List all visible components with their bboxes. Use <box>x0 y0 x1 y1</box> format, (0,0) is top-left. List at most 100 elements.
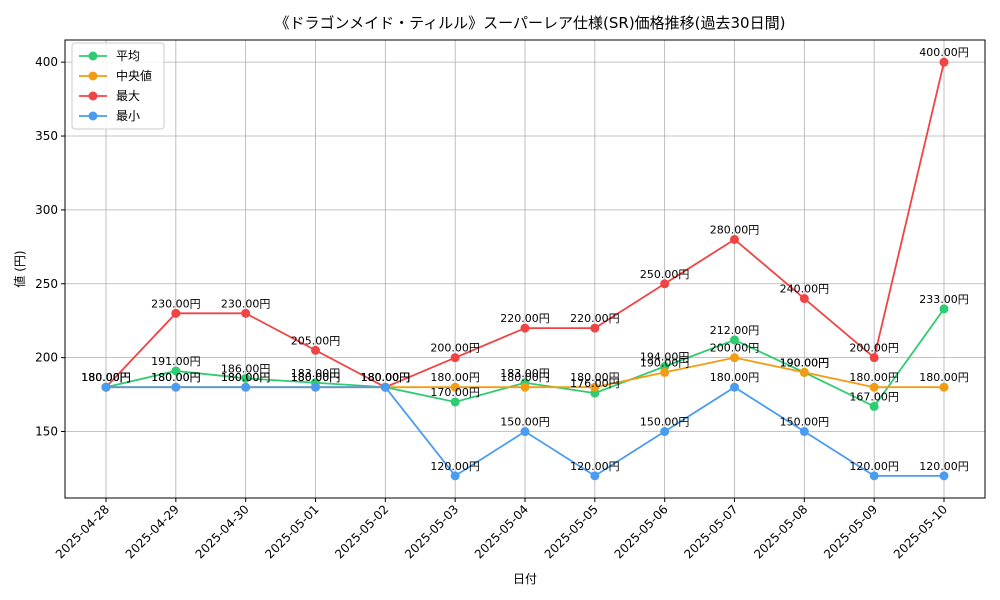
data-label: 180.00円 <box>710 371 760 384</box>
x-tick-label: 2025-04-30 <box>193 502 252 561</box>
data-label: 180.00円 <box>361 371 411 384</box>
chart-title: 《ドラゴンメイド・ティルル》スーパーレア仕様(SR)価格推移(過去30日間) <box>275 14 786 32</box>
data-label: 233.00円 <box>919 293 969 306</box>
data-point <box>450 382 460 392</box>
data-label: 180.00円 <box>291 371 341 384</box>
data-label: 150.00円 <box>640 416 690 429</box>
data-point <box>799 294 809 304</box>
x-tick-label: 2025-04-28 <box>53 502 112 561</box>
data-point <box>939 57 949 67</box>
y-axis-label: 値 (円) <box>12 250 27 287</box>
data-label: 183.00円 <box>291 367 341 380</box>
data-point <box>590 471 600 481</box>
legend-entry: 平均 <box>116 49 140 63</box>
data-label: 180.00円 <box>361 371 411 384</box>
data-label: 230.00円 <box>151 297 201 310</box>
data-point <box>171 382 181 392</box>
data-label: 190.00円 <box>640 356 690 369</box>
data-point <box>939 471 949 481</box>
y-tick-label: 150 <box>35 425 58 439</box>
data-label: 194.00円 <box>640 351 690 364</box>
data-point <box>380 382 390 392</box>
data-point <box>939 304 949 314</box>
data-label: 200.00円 <box>849 342 899 355</box>
data-point <box>939 382 949 392</box>
data-label: 180.00円 <box>151 371 201 384</box>
data-label: 190.00円 <box>780 356 830 369</box>
data-point <box>241 308 251 318</box>
legend-marker <box>88 71 98 81</box>
data-point <box>520 382 530 392</box>
data-point <box>450 353 460 363</box>
data-label: 183.00円 <box>500 367 550 380</box>
x-tick-label: 2025-05-09 <box>821 502 880 561</box>
data-label: 180.00円 <box>500 371 550 384</box>
data-point <box>660 427 670 437</box>
data-label: 200.00円 <box>430 342 480 355</box>
data-label: 190.00円 <box>780 356 830 369</box>
data-label: 180.00円 <box>291 371 341 384</box>
data-point <box>241 373 251 383</box>
y-axis-ticks: 150 200 250 300 350 400 <box>35 55 65 439</box>
x-tick-label: 2025-05-06 <box>612 502 671 561</box>
legend-entry: 中央値 <box>116 68 152 83</box>
data-point <box>660 367 670 377</box>
data-point <box>730 335 739 345</box>
data-label: 186.00円 <box>221 362 271 375</box>
data-point <box>590 382 600 392</box>
data-label: 180.00円 <box>430 371 480 384</box>
y-tick-label: 300 <box>35 203 58 217</box>
data-point <box>520 323 530 333</box>
data-label: 180.00円 <box>151 371 201 384</box>
data-point <box>660 279 670 289</box>
data-label: 176.00円 <box>570 377 620 390</box>
y-tick-label: 250 <box>35 277 58 291</box>
data-label: 120.00円 <box>570 460 620 473</box>
data-point <box>730 382 739 392</box>
x-tick-label: 2025-05-07 <box>681 502 740 561</box>
data-label: 150.00円 <box>780 416 830 429</box>
data-label: 180.00円 <box>849 371 899 384</box>
data-label: 220.00円 <box>500 312 550 325</box>
data-label: 200.00円 <box>710 342 760 355</box>
data-point <box>450 397 460 407</box>
legend-marker <box>88 91 98 101</box>
data-label: 120.00円 <box>430 460 480 473</box>
data-point <box>311 382 320 392</box>
x-tick-label: 2025-05-04 <box>472 502 531 561</box>
data-point <box>799 367 809 377</box>
x-tick-label: 2025-05-10 <box>891 502 950 561</box>
y-tick-label: 400 <box>35 55 58 69</box>
legend-marker <box>88 111 98 121</box>
data-point <box>241 382 251 392</box>
data-label: 180.00円 <box>361 371 411 384</box>
data-label: 180.00円 <box>221 371 271 384</box>
data-point <box>730 353 739 363</box>
data-label: 180.00円 <box>81 371 131 384</box>
data-label: 180.00円 <box>361 371 411 384</box>
data-label: 180.00円 <box>221 371 271 384</box>
data-point <box>311 345 320 355</box>
data-point <box>520 427 530 437</box>
data-point <box>799 427 809 437</box>
data-label: 120.00円 <box>849 460 899 473</box>
data-point <box>730 234 739 244</box>
data-point <box>869 382 879 392</box>
data-point <box>171 366 181 376</box>
data-label: 250.00円 <box>640 268 690 281</box>
x-tick-label: 2025-04-29 <box>123 502 182 561</box>
x-tick-label: 2025-05-02 <box>332 502 391 561</box>
x-tick-label: 2025-05-01 <box>262 502 321 561</box>
legend-box <box>71 42 165 130</box>
x-axis-ticks: 2025-04-28 2025-04-29 2025-04-30 2025-05-01… <box>53 498 950 561</box>
data-label: 180.00円 <box>81 371 131 384</box>
data-label: 212.00円 <box>710 324 760 337</box>
legend-entry: 最大 <box>116 89 140 103</box>
data-point <box>171 308 181 318</box>
data-label: 230.00円 <box>221 297 271 310</box>
x-tick-label: 2025-05-08 <box>751 502 810 561</box>
data-point <box>869 401 879 411</box>
data-label: 191.00円 <box>151 355 201 368</box>
